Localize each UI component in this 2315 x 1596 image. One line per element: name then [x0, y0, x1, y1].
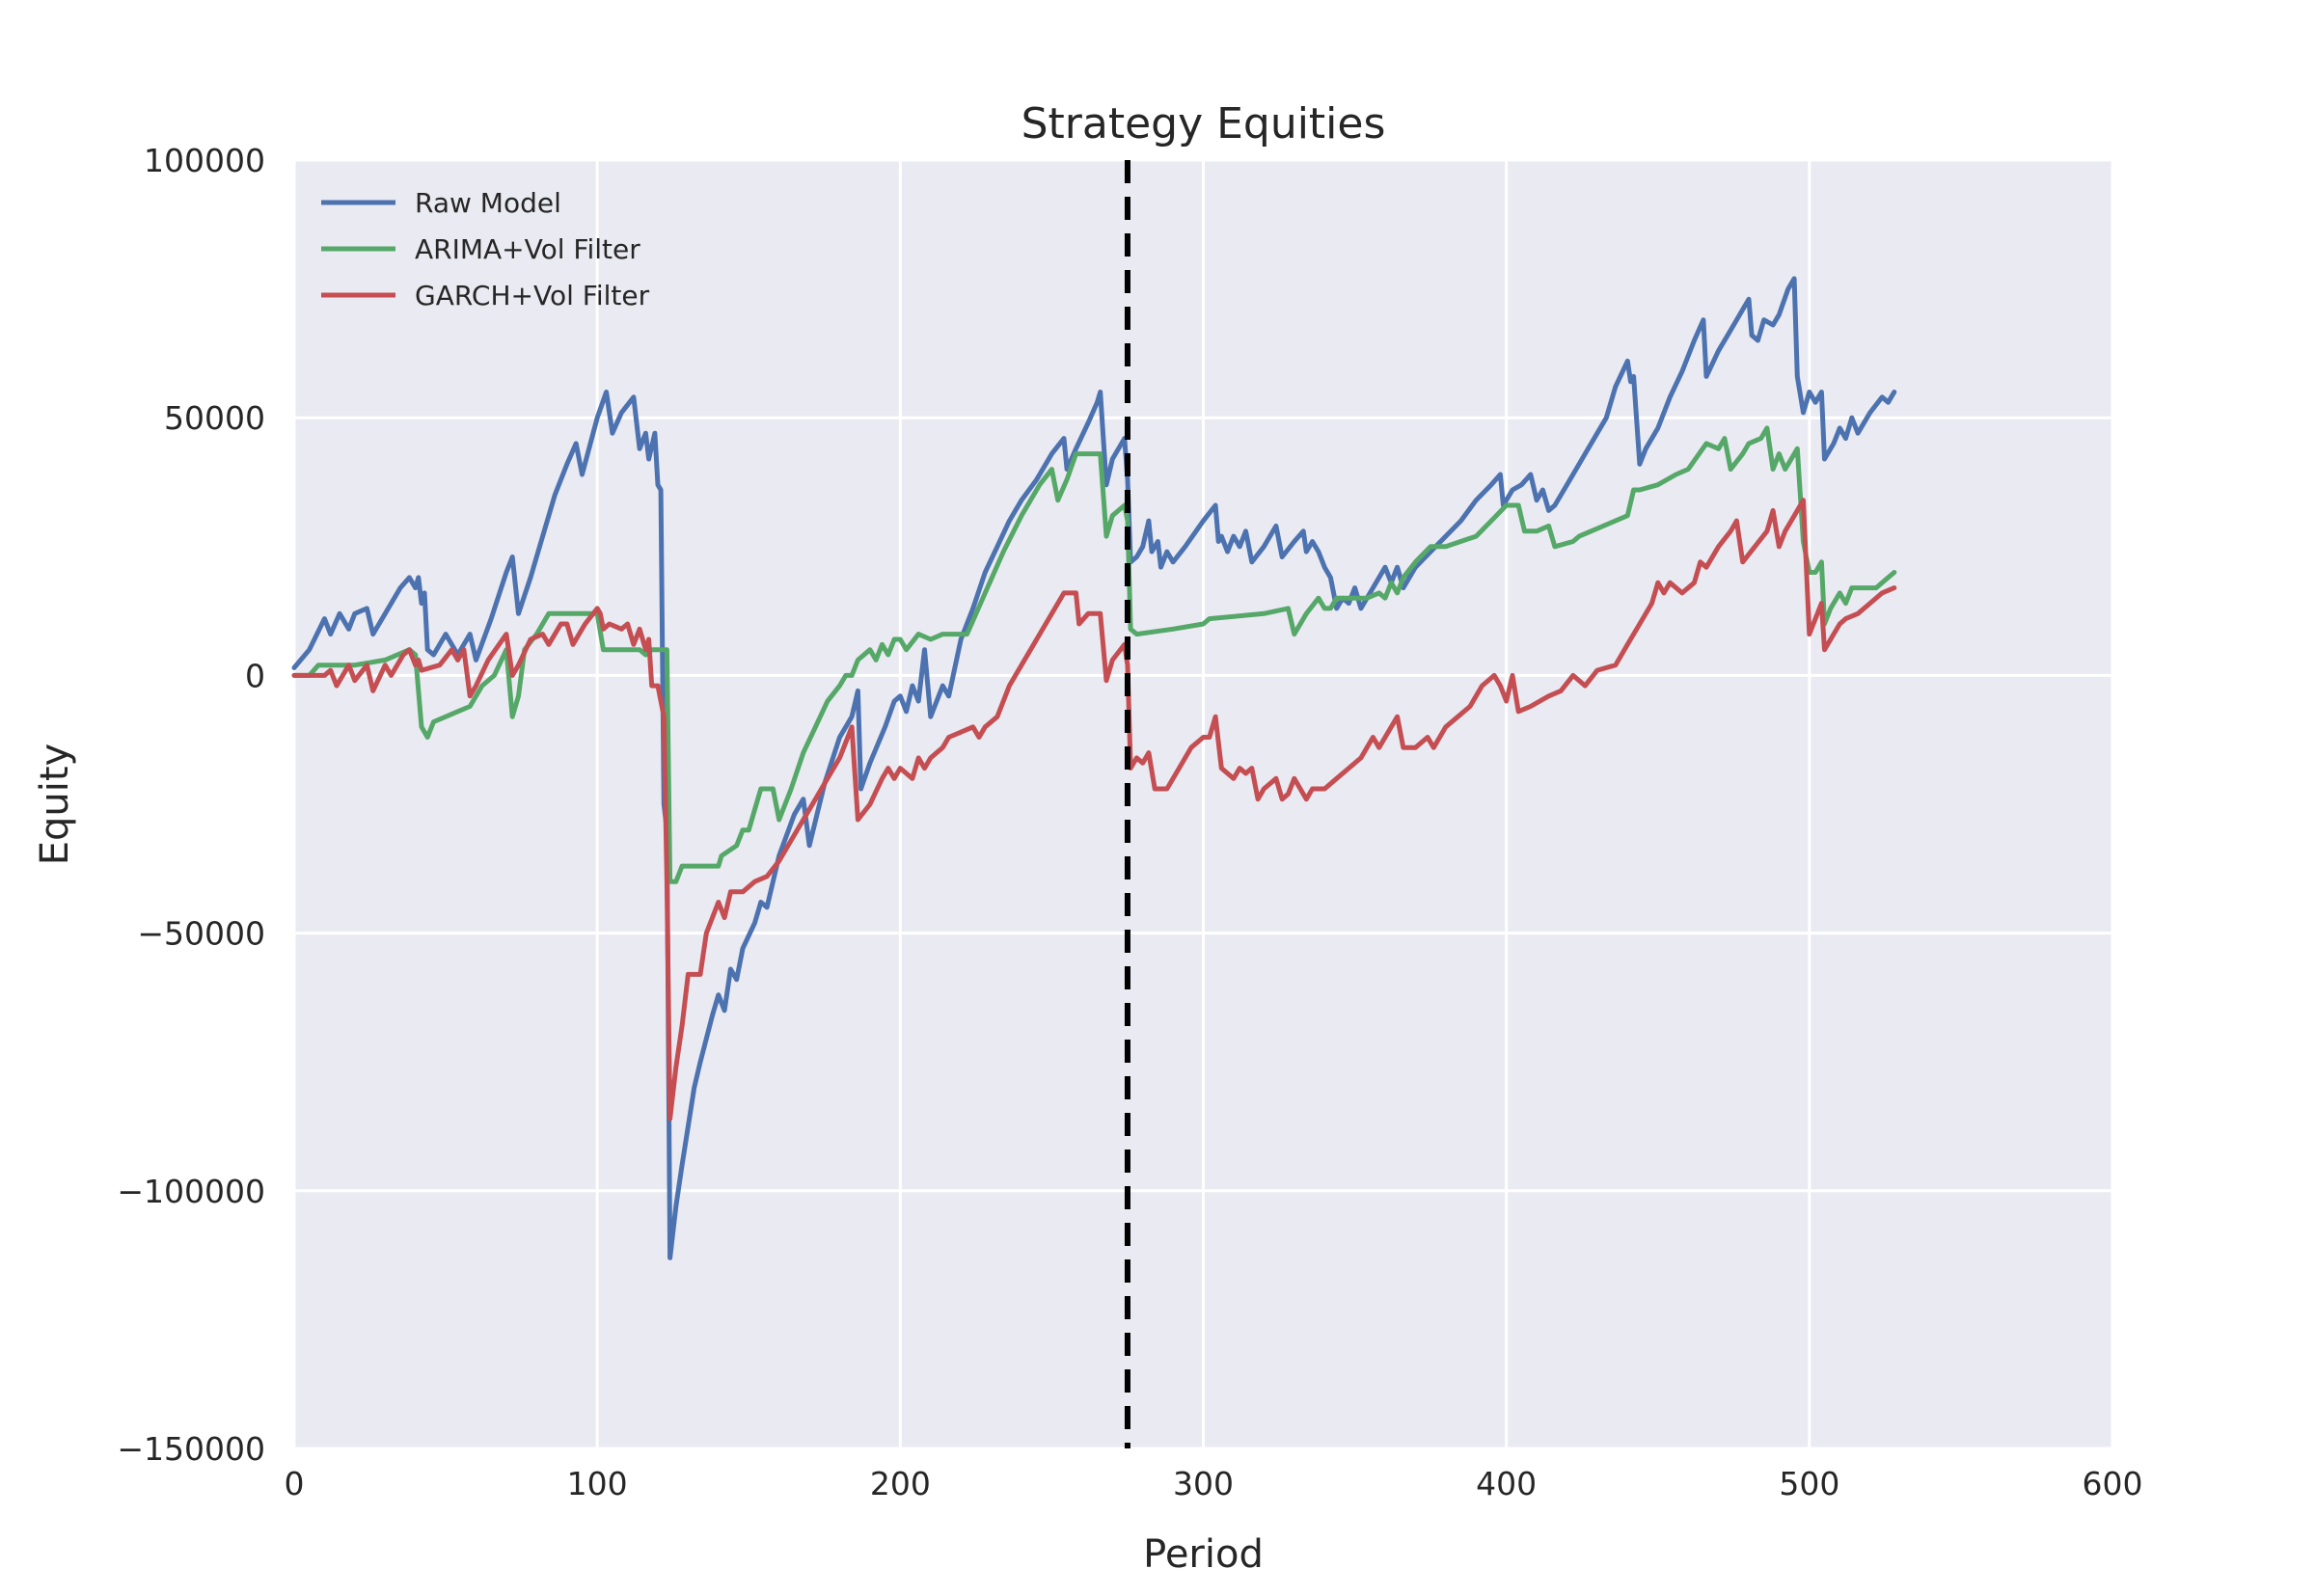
x-axis-label: Period	[1143, 1532, 1264, 1577]
chart-title: Strategy Equities	[1021, 99, 1386, 149]
gridlines	[292, 158, 2114, 1450]
x-tick-label: 200	[870, 1465, 931, 1502]
y-tick-label: 100000	[144, 142, 265, 179]
series-line	[291, 498, 1897, 1122]
legend-entry-label: Raw Model	[415, 187, 561, 219]
legend: Raw Model ARIMA+Vol Filter GARCH+Vol Filte…	[321, 187, 650, 311]
y-tick-label: 0	[245, 657, 265, 694]
x-tick-label: 500	[1779, 1465, 1839, 1502]
y-tick-label: −50000	[137, 915, 265, 953]
x-tick-label: 300	[1173, 1465, 1234, 1502]
y-tick-label: −100000	[117, 1173, 265, 1210]
y-axis-label: Equity	[33, 744, 77, 865]
legend-entry-label: ARIMA+Vol Filter	[415, 233, 640, 265]
x-tick-label: 600	[2083, 1465, 2143, 1502]
x-axis-ticks: 0 100 200 300 400 500 600	[285, 1465, 2143, 1502]
series-lines	[291, 276, 1897, 1260]
x-tick-label: 100	[567, 1465, 628, 1502]
x-tick-label: 0	[285, 1465, 305, 1502]
y-tick-label: −150000	[117, 1430, 265, 1468]
y-axis-ticks: −150000 −100000 −50000 0 50000 100000	[117, 142, 265, 1468]
series-line	[291, 425, 1897, 884]
legend-entry-label: GARCH+Vol Filter	[415, 280, 650, 311]
x-tick-label: 400	[1476, 1465, 1537, 1502]
y-tick-label: 50000	[164, 399, 265, 437]
